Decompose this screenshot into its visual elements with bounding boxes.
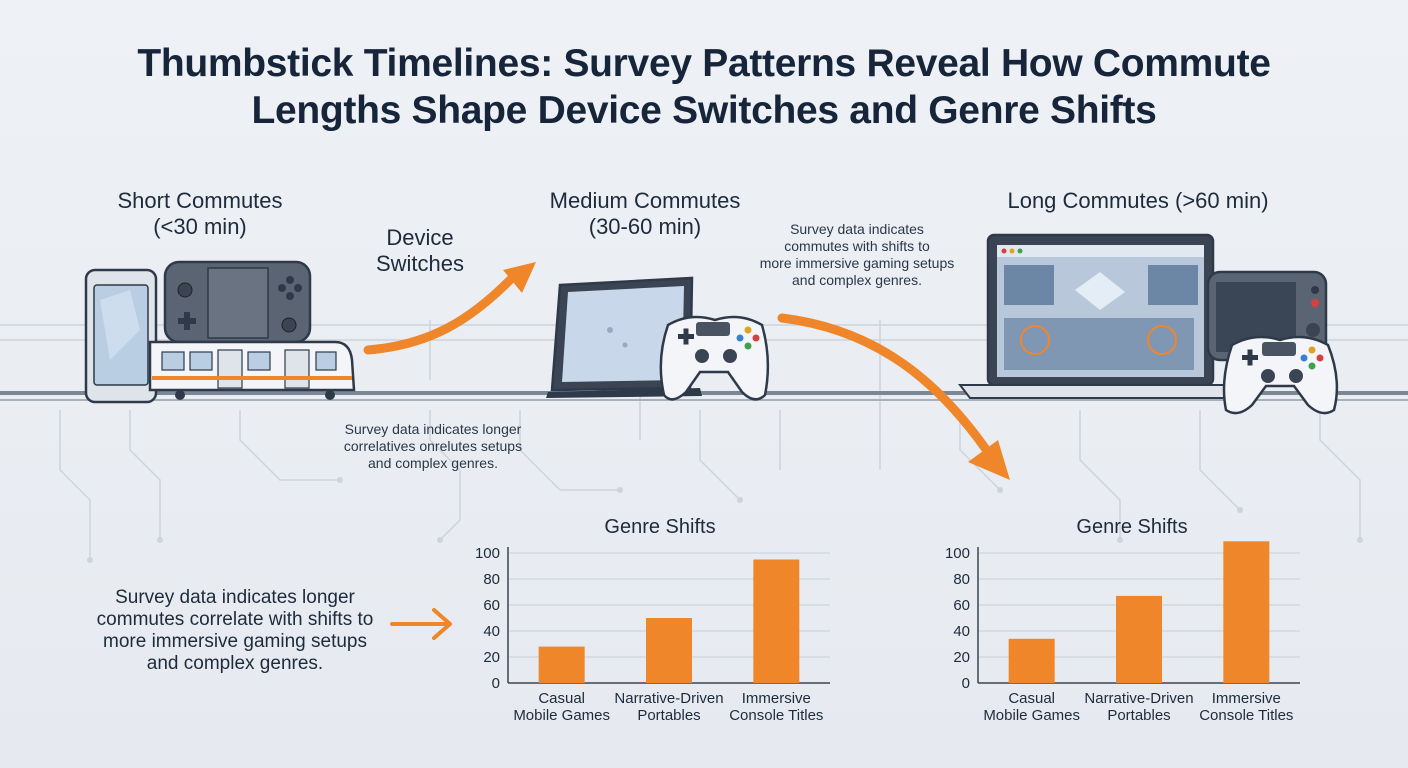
- x-tick-label: Immersive: [742, 690, 811, 707]
- gamepad-icon: [659, 315, 770, 401]
- note-line: Survey data indicates: [790, 221, 924, 237]
- x-tick-label: Narrative-Driven: [614, 690, 723, 707]
- y-tick-label: 0: [962, 675, 970, 692]
- device-switch-arrowhead: [503, 262, 536, 293]
- genre-shift-arrow: [777, 313, 990, 453]
- long-commutes-heading: Long Commutes (>60 min): [968, 188, 1308, 214]
- gamepad-icon: [1222, 335, 1339, 415]
- bar: [753, 559, 800, 683]
- note-line: more immersive gaming setups: [759, 255, 955, 271]
- x-tick-label: Mobile Games: [983, 707, 1080, 724]
- note-line: Survey data indicates longer: [115, 587, 355, 608]
- page-title: Thumbstick Timelines: Survey Patterns Re…: [137, 42, 1271, 85]
- note-middle: Survey data indicates longer correlative…: [318, 421, 548, 472]
- device-switches-label: Device Switches: [340, 225, 500, 277]
- chart-2-title: Genre Shifts: [1076, 516, 1188, 538]
- y-tick-label: 40: [483, 623, 500, 640]
- genre-shift-arrowhead: [968, 440, 1010, 480]
- long-commutes-label: Long Commutes (>60 min): [1007, 188, 1269, 213]
- x-tick-label: Casual: [1008, 690, 1055, 707]
- note-line: and complex genres.: [146, 653, 324, 674]
- x-tick-label: Console Titles: [1199, 707, 1293, 724]
- x-tick-label: Casual: [538, 690, 585, 707]
- medium-commutes-range: (30-60 min): [588, 214, 702, 239]
- device-switch-arrow: [363, 275, 515, 355]
- commuter-train-icon: [148, 340, 356, 400]
- note-line: and complex genres.: [368, 455, 498, 471]
- laptop-icon: [957, 233, 1243, 399]
- short-commutes-label: Short Commutes: [117, 188, 283, 213]
- x-tick-label: Narrative-Driven: [1084, 690, 1193, 707]
- note-line: Survey data indicates longer: [344, 421, 522, 437]
- y-tick-label: 40: [953, 623, 970, 640]
- note-line: and complex genres.: [792, 272, 922, 288]
- y-tick-label: 20: [953, 649, 970, 666]
- bar: [646, 618, 692, 683]
- x-tick-label: Mobile Games: [513, 707, 610, 724]
- note-upper-right: Survey data indicates commutes with shif…: [742, 221, 972, 289]
- y-tick-label: 20: [483, 649, 500, 666]
- y-tick-label: 80: [483, 571, 500, 588]
- y-tick-label: 0: [492, 675, 500, 692]
- page-subtitle: Lengths Shape Device Switches and Genre …: [251, 89, 1157, 132]
- y-tick-label: 80: [953, 571, 970, 588]
- tablet-icon: [546, 276, 702, 398]
- y-tick-label: 60: [483, 597, 500, 614]
- device-switches-line1: Device: [386, 225, 454, 250]
- note-line: correlatives onrelutes setups: [343, 438, 523, 454]
- smartphone-icon: [84, 268, 158, 404]
- y-tick-label: 100: [475, 545, 500, 562]
- bar: [1008, 638, 1055, 683]
- bar: [538, 646, 585, 683]
- y-tick-label: 60: [953, 597, 970, 614]
- x-tick-label: Portables: [1107, 707, 1170, 724]
- x-tick-label: Portables: [637, 707, 700, 724]
- bar: [1223, 541, 1270, 683]
- note-left: Survey data indicates longer commutes co…: [80, 587, 390, 675]
- y-tick-label: 100: [945, 545, 970, 562]
- note-line: commutes with shifts to: [784, 238, 930, 254]
- short-commutes-heading: Short Commutes (<30 min): [80, 188, 320, 240]
- handheld-console-icon: [163, 260, 312, 344]
- chart-1-title: Genre Shifts: [604, 516, 716, 538]
- medium-commutes-heading: Medium Commutes (30-60 min): [515, 188, 775, 240]
- medium-commutes-label: Medium Commutes: [549, 188, 741, 213]
- x-tick-label: Console Titles: [729, 707, 823, 724]
- short-commutes-range: (<30 min): [153, 214, 247, 239]
- bar: [1116, 595, 1162, 683]
- note-pointer-arrow: [390, 608, 452, 640]
- note-line: commutes correlate with shifts to: [96, 609, 374, 630]
- note-line: more immersive gaming setups: [103, 631, 367, 652]
- x-tick-label: Immersive: [1212, 690, 1281, 707]
- device-switches-line2: Switches: [375, 251, 465, 276]
